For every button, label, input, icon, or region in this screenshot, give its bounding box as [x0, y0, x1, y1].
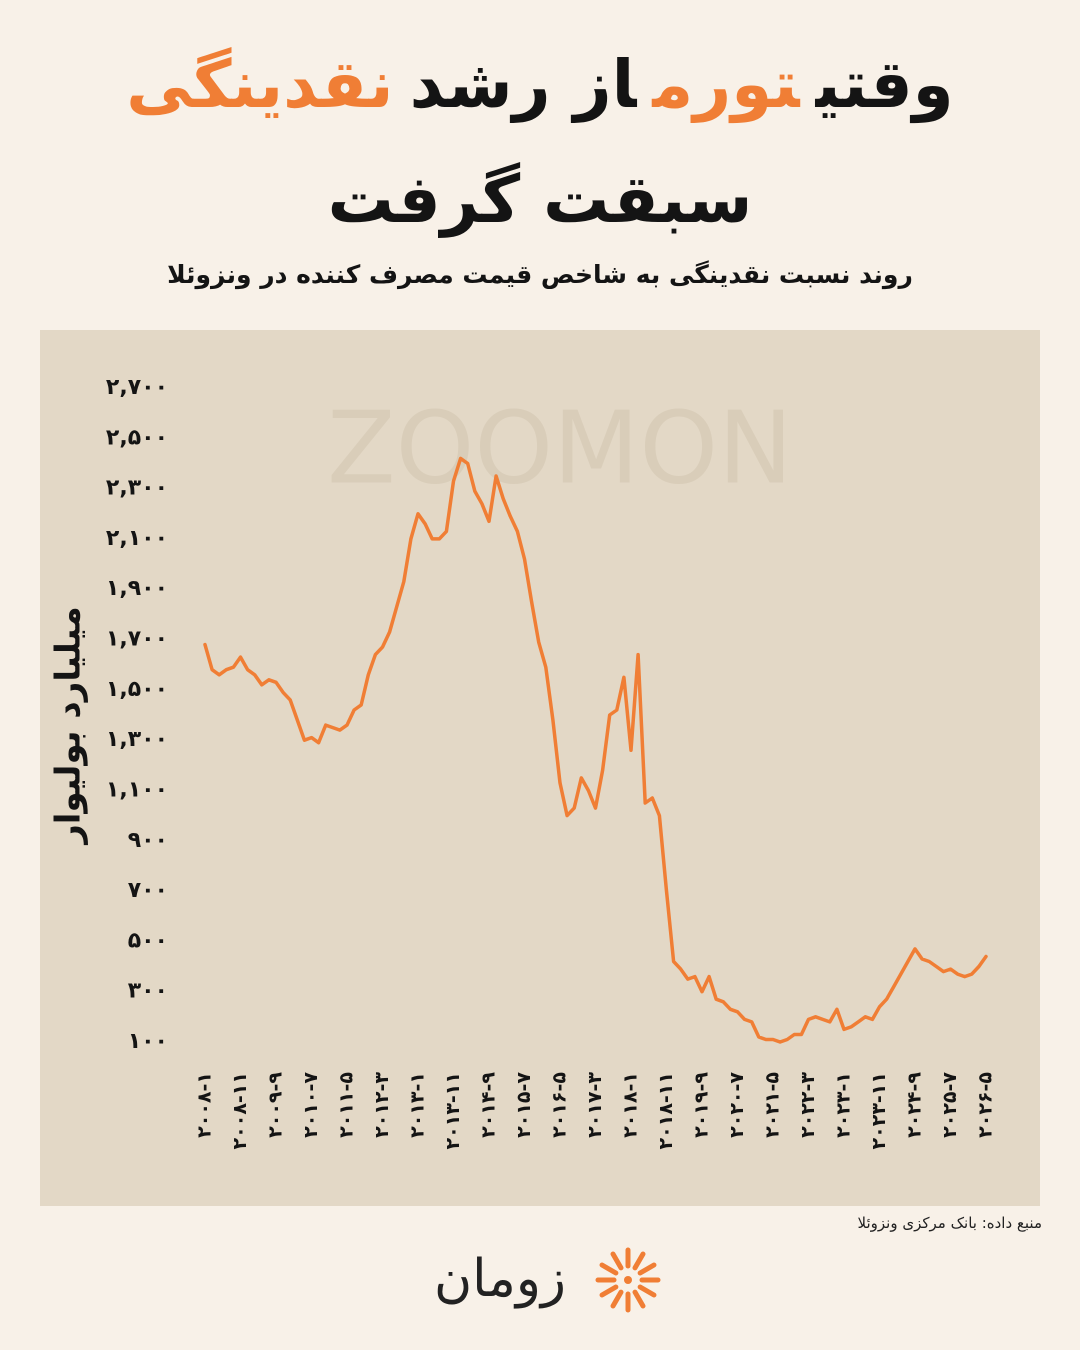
x-tick-label: ۲۰۱۷-۳: [584, 1072, 606, 1138]
x-tick-label: ۲۰۲۶-۵: [975, 1072, 997, 1138]
watermark: ZOOMON: [327, 389, 793, 506]
x-tick-label: ۲۰۲۰-۷: [726, 1072, 748, 1138]
x-tick-label: ۲۰۱۲-۳: [371, 1072, 393, 1138]
x-tick-label: ۲۰۰۸-۱: [194, 1072, 216, 1138]
x-tick-label: ۲۰۲۴-۹: [904, 1072, 926, 1138]
y-axis-label: میلیارد بولیوار: [49, 606, 89, 846]
y-tick-label: ۲,۷۰۰: [106, 375, 168, 400]
x-tick-label: ۲۰۱۹-۹: [691, 1072, 713, 1138]
y-tick-label: ۵۰۰: [128, 928, 168, 953]
logo-ray: [632, 1289, 646, 1309]
y-tick-label: ۲,۵۰۰: [106, 425, 168, 450]
x-tick-label: ۲۰۲۲-۳: [797, 1072, 819, 1138]
logo-ray: [599, 1262, 619, 1276]
logo-text: زومان: [434, 1249, 566, 1309]
y-tick-label: ۱,۵۰۰: [106, 677, 168, 702]
logo-ray: [637, 1262, 657, 1276]
x-tick-label: ۲۰۲۳-۱۱: [868, 1072, 890, 1149]
x-tick-label: ۲۰۱۰-۷: [300, 1072, 322, 1138]
y-tick-label: ۱,۳۰۰: [106, 727, 168, 752]
y-tick-label: ۱,۹۰۰: [106, 576, 168, 601]
y-tick-label: ۳۰۰: [128, 979, 168, 1004]
data-line: [203, 456, 988, 1044]
plot-background: [40, 330, 1040, 1206]
x-tick-label: ۲۰۱۴-۹: [478, 1072, 500, 1138]
logo: زومان: [434, 1247, 661, 1313]
x-tick-label: ۲۰۲۵-۷: [939, 1072, 961, 1138]
x-tick-label: ۲۰۰۸-۱۱: [229, 1072, 251, 1149]
y-tick-label: ۲,۱۰۰: [106, 526, 168, 551]
title-line-1: وقتیتورماز رشدنقدینگی: [0, 40, 1080, 130]
y-tick-label: ۱۰۰: [128, 1029, 168, 1054]
x-tick-label: ۲۰۱۸-۱۱: [655, 1072, 677, 1149]
logo-ray: [610, 1251, 624, 1271]
x-tick-label: ۲۰۲۱-۵: [762, 1072, 784, 1138]
x-tick-label: ۲۰۱۳-۱۱: [442, 1072, 464, 1149]
y-tick-label: ۹۰۰: [128, 828, 168, 853]
y-tick-label: ۱,۱۰۰: [106, 777, 168, 802]
logo-ray: [599, 1284, 619, 1298]
y-tick-label: ۱,۷۰۰: [106, 627, 168, 652]
x-tick-label: ۲۰۰۹-۹: [265, 1072, 287, 1138]
x-tick-label: ۲۰۱۸-۱: [620, 1072, 642, 1138]
title-line-2: سبقت گرفت: [327, 161, 753, 238]
y-tick-label: ۲,۳۰۰: [106, 476, 168, 501]
x-tick-label: ۲۰۱۵-۷: [513, 1072, 535, 1138]
title-segment: وقتی: [815, 46, 954, 123]
subtitle: روند نسبت نقدینگی به شاخص قیمت مصرف کنند…: [167, 260, 913, 289]
logo-ray: [610, 1289, 624, 1309]
logo-center: [624, 1276, 632, 1284]
x-tick-label: ۲۰۲۳-۱: [833, 1072, 855, 1138]
title-segment: تورم: [652, 46, 800, 123]
title-segment: نقدینگی: [126, 46, 394, 123]
y-tick-label: ۷۰۰: [128, 878, 168, 903]
source: منبع داده: بانک مرکزی ونزوئلا: [857, 1214, 1042, 1232]
logo-ray: [637, 1284, 657, 1298]
title-segment: از رشد: [409, 46, 637, 123]
x-tick-label: ۲۰۱۱-۵: [336, 1072, 358, 1138]
x-tick-label: ۲۰۱۳-۱: [407, 1072, 429, 1138]
logo-ray: [632, 1251, 646, 1271]
x-tick-label: ۲۰۱۶-۵: [549, 1072, 571, 1138]
